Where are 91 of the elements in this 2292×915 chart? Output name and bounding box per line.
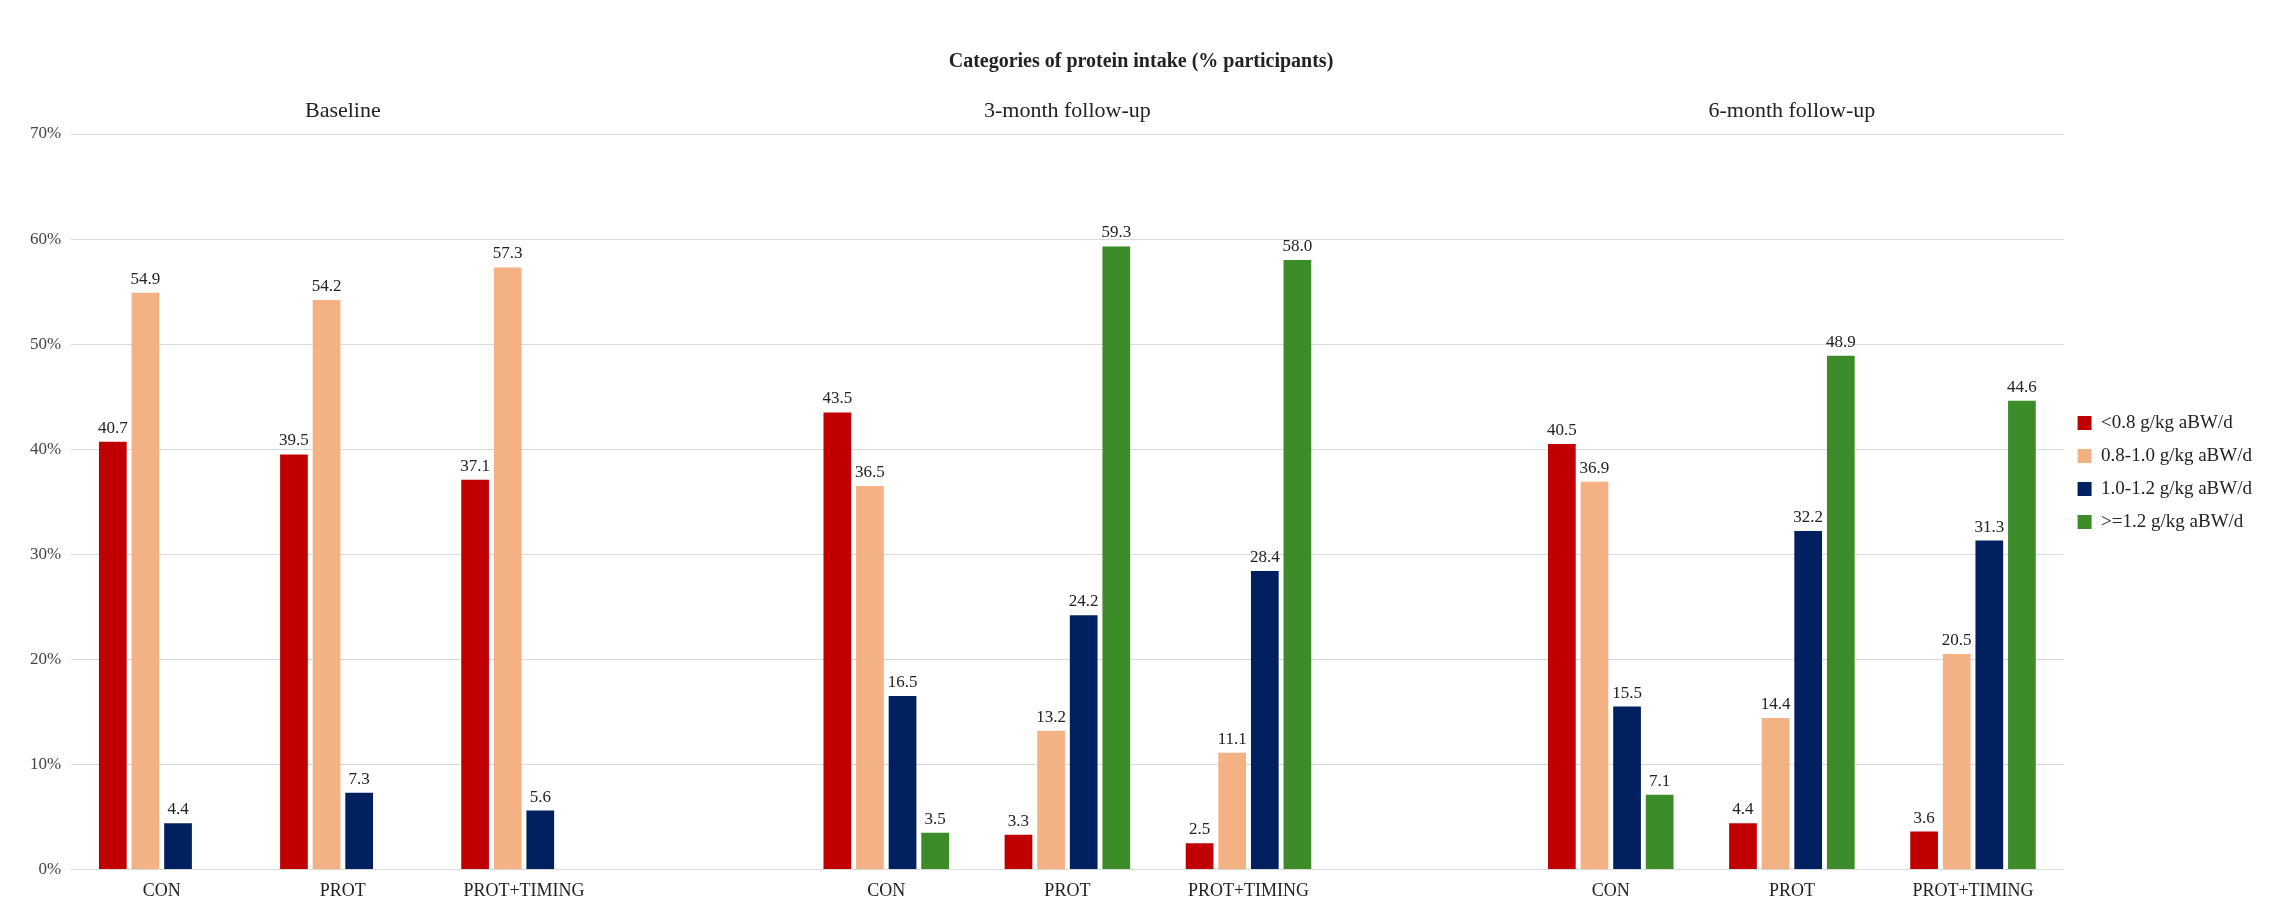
bar (164, 823, 192, 869)
bar (1547, 443, 1576, 869)
text: 6-month follow-up (1708, 96, 1876, 122)
y-tick-label: 20% (29, 648, 62, 668)
data-label: 20.5 (1941, 630, 1972, 649)
data-label: 36.5 (855, 461, 885, 481)
bar (1645, 794, 1674, 869)
data-label: 37.1 (460, 455, 490, 475)
x-tick-label: CON (867, 879, 906, 900)
bar (1580, 481, 1609, 869)
y-tick-label: 50% (29, 333, 62, 353)
bar (98, 441, 127, 869)
data-label: 16.5 (887, 672, 918, 692)
data-label: 32.2 (1793, 507, 1824, 527)
data-label: 54.9 (130, 268, 161, 288)
data-label: 5.6 (529, 786, 551, 806)
bar (493, 267, 522, 869)
data-label: 24.2 (1068, 591, 1099, 611)
bar (1613, 706, 1641, 869)
bar (1283, 260, 1312, 869)
bar (1185, 843, 1214, 869)
bar (1910, 831, 1938, 869)
x-tick-label: PROT+TIMING (1912, 879, 2034, 900)
data-label: 15.5 (1612, 682, 1642, 702)
data-label: 40.5 (1546, 419, 1577, 439)
data-label: 13.2 (1036, 706, 1066, 726)
y-tick-label: 30% (29, 543, 62, 563)
x-tick-label: PROT (1768, 879, 1815, 900)
y-tick-label: 0% (38, 858, 62, 878)
bar (461, 479, 489, 869)
data-label: 3.3 (1007, 810, 1030, 830)
bar (1975, 540, 2004, 869)
bar (312, 299, 341, 869)
data-label: 40.7 (97, 417, 129, 437)
y-tick-label: 70% (29, 123, 62, 143)
y-tick-label: 40% (29, 438, 62, 458)
bar (2008, 400, 2036, 869)
y-tick-label: 10% (29, 753, 62, 773)
bar (345, 792, 374, 869)
bar (1004, 834, 1033, 869)
bar (526, 810, 555, 869)
data-label: 2.5 (1188, 819, 1211, 839)
data-label: 54.2 (311, 275, 342, 295)
data-label: 59.3 (1101, 222, 1132, 242)
legend-label: >=1.2 g/kg aBW/d (2101, 509, 2244, 531)
bar (856, 485, 884, 869)
bar (1942, 654, 1971, 869)
data-label: 3.6 (1913, 807, 1935, 827)
data-label: 14.4 (1760, 694, 1791, 714)
data-label: 31.3 (1974, 516, 2005, 536)
text: 3-month follow-up (983, 96, 1151, 122)
chart-title: Categories of protein intake (% participants) (948, 49, 1334, 73)
x-tick-label: CON (142, 879, 181, 900)
bar (1761, 718, 1790, 869)
legend-label: 0.8-1.0 g/kg aBW/d (2101, 443, 2253, 465)
bar (1826, 355, 1855, 869)
bar (1218, 752, 1247, 869)
data-label: 39.5 (279, 430, 309, 450)
x-tick-label: PROT+TIMING (1187, 879, 1310, 900)
legend-label: 1.0-1.2 g/kg aBW/d (2101, 476, 2253, 498)
data-label: 48.9 (1825, 331, 1856, 351)
data-label: 58.0 (1282, 236, 1313, 256)
bar (1037, 730, 1065, 869)
bar (1102, 246, 1131, 869)
bar (1069, 615, 1098, 869)
bar (1794, 531, 1823, 869)
y-tick-label: 60% (29, 228, 62, 248)
data-label: 28.4 (1249, 547, 1281, 567)
bar (1729, 823, 1757, 869)
data-label: 7.3 (348, 768, 370, 788)
text: Baseline (304, 96, 381, 122)
data-label: 11.1 (1217, 728, 1247, 748)
data-label: 7.1 (1649, 770, 1671, 790)
data-label: 4.4 (167, 799, 190, 819)
data-label: 57.3 (492, 243, 523, 263)
data-label: 36.9 (1579, 457, 1610, 477)
data-label: 4.4 (1732, 799, 1755, 819)
x-tick-label: PROT+TIMING (463, 879, 585, 900)
bar (131, 292, 160, 869)
data-label: 43.5 (822, 388, 853, 408)
legend-label: <0.8 g/kg aBW/d (2101, 410, 2234, 432)
x-tick-label: PROT (1044, 879, 1091, 900)
bar (280, 454, 308, 869)
x-tick-label: PROT (319, 879, 366, 900)
bar (823, 412, 852, 869)
bar (921, 832, 949, 869)
bar (888, 696, 917, 869)
data-label: 3.5 (924, 808, 946, 828)
data-label: 44.6 (2007, 376, 2037, 396)
x-tick-label: CON (1591, 879, 1630, 900)
bar (1250, 571, 1279, 869)
